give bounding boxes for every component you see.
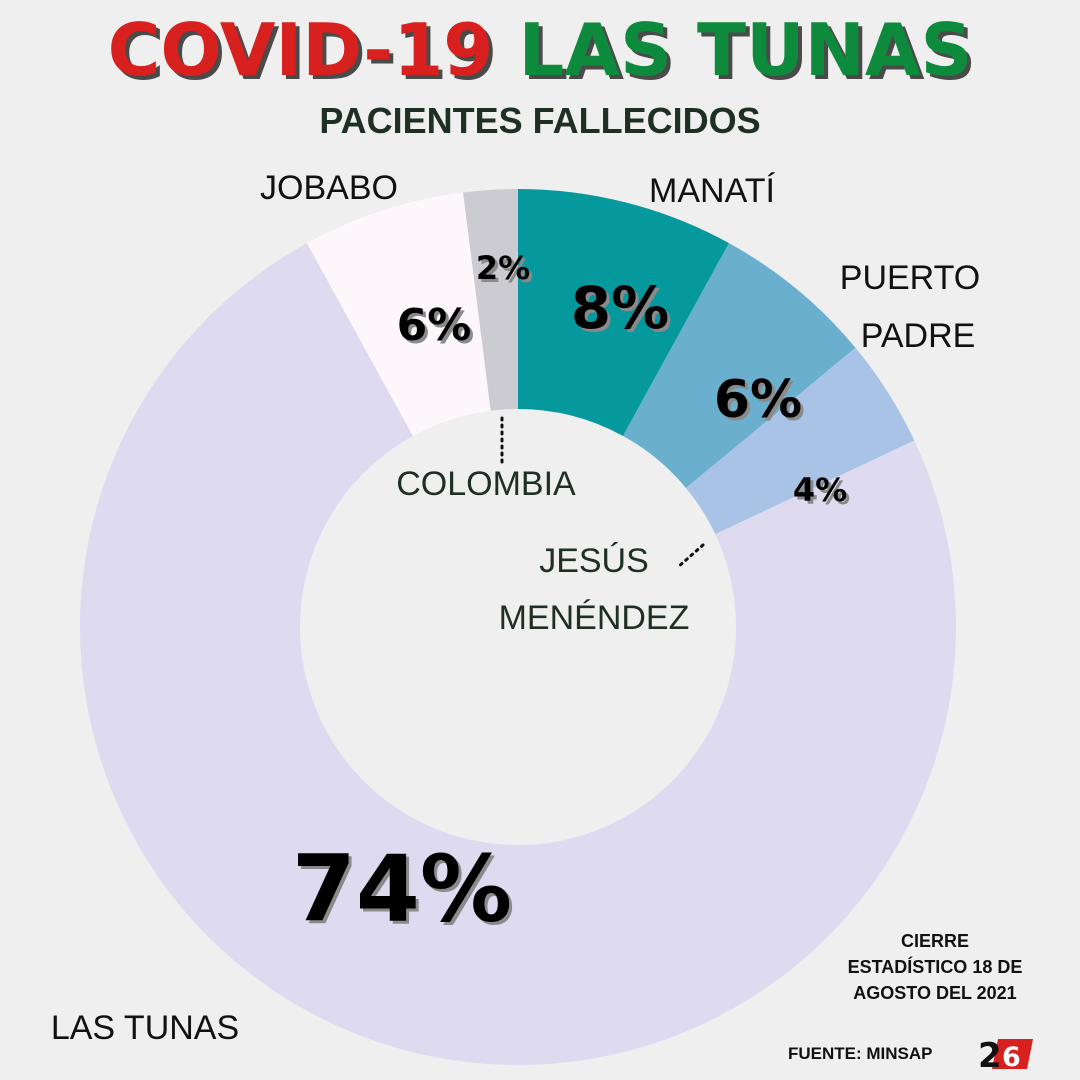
slice-manati xyxy=(518,189,730,436)
category-label-manati: MANATÍ xyxy=(649,172,775,210)
chart-title: COVID-19 LAS TUNAS xyxy=(0,8,1080,92)
chart-subtitle: PACIENTES FALLECIDOS xyxy=(319,100,761,141)
value-label-shadow-puerto-padre: 6% xyxy=(717,373,805,433)
value-label-jesus-menendez: 4% xyxy=(793,471,847,509)
value-label-manati: 8% xyxy=(571,274,669,342)
value-label-shadow-jobabo: 6% xyxy=(400,303,475,354)
value-label-las-tunas: 74% xyxy=(292,835,512,942)
value-label-puerto-padre: 6% xyxy=(714,370,802,430)
closing-date-note: CIERRE ESTADÍSTICO 18 DE AGOSTO DEL 2021 xyxy=(847,931,1023,1003)
logo-digit-6: 6 xyxy=(1002,1042,1021,1072)
logo-digit-2: 2 xyxy=(978,1036,1002,1072)
value-label-shadow-jesus-menendez: 4% xyxy=(796,474,850,512)
channel-26-logo-icon: 2 6 xyxy=(978,1036,1033,1072)
slice-las-tunas xyxy=(79,243,956,1065)
value-label-jobabo: 6% xyxy=(397,300,472,351)
value-label-shadow-las-tunas: 74% xyxy=(295,838,515,945)
value-label-shadow-manati: 8% xyxy=(574,277,672,345)
slice-puerto-padre xyxy=(623,243,856,489)
category-label-colombia: COLOMBIA xyxy=(396,465,576,503)
category-label-jesus-menendez: JESÚS MENÉNDEZ xyxy=(499,542,690,637)
title-part-covid: COVID-19 xyxy=(107,8,494,92)
slice-colombia xyxy=(463,189,518,411)
value-label-shadow-colombia: 2% xyxy=(479,252,533,290)
slice-jobabo xyxy=(306,192,491,436)
value-label-colombia: 2% xyxy=(476,249,530,287)
source-label: FUENTE: MINSAP xyxy=(788,1044,933,1063)
slice-jesus-menendez xyxy=(685,347,915,535)
title-part-las-tunas: LAS TUNAS xyxy=(518,8,973,92)
category-label-jobabo: JOBABO xyxy=(260,169,398,207)
leader-line-jesus-menendez xyxy=(676,543,705,569)
category-label-puerto-padre: PUERTO PADRE xyxy=(840,259,980,355)
category-label-las-tunas: LAS TUNAS xyxy=(51,1009,239,1047)
